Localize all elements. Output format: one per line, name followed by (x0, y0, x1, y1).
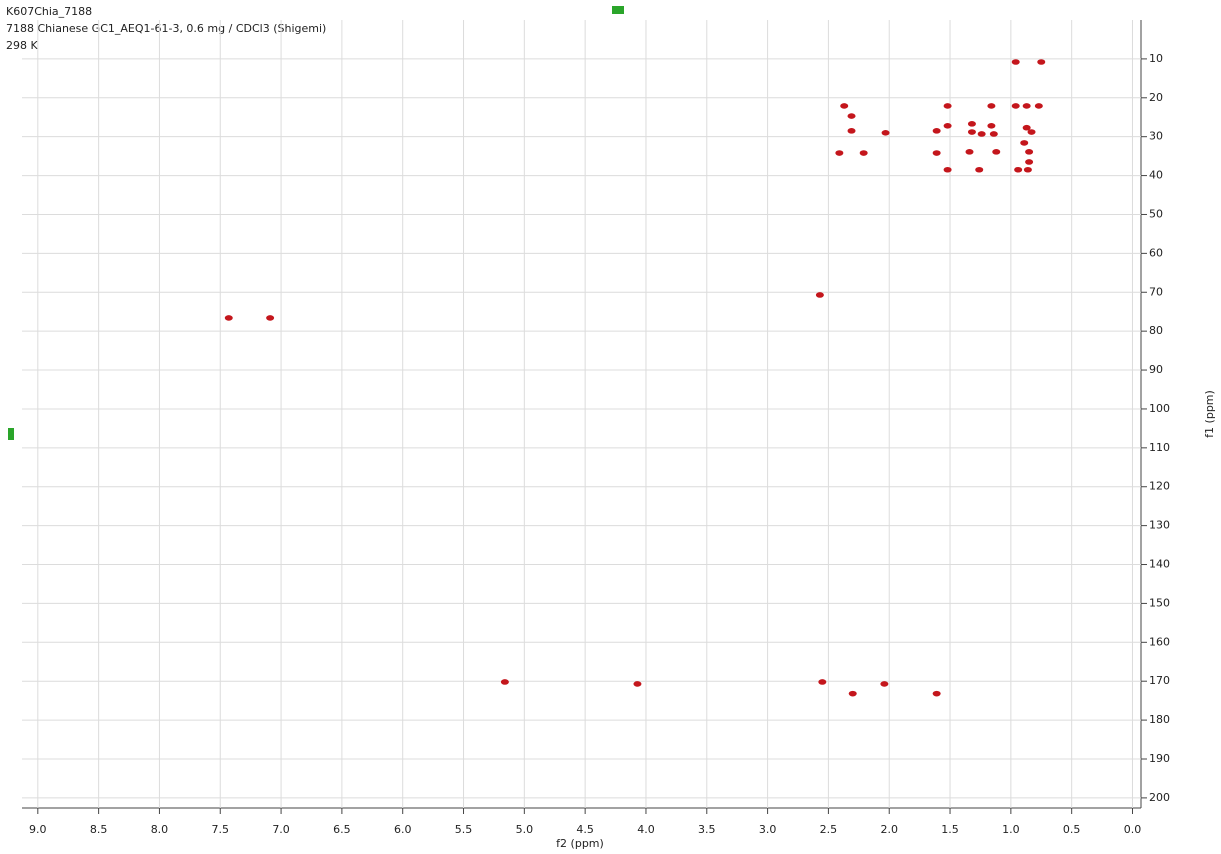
handle-top[interactable] (612, 6, 624, 14)
peak (500, 679, 509, 685)
peak (987, 122, 996, 129)
peak (1020, 140, 1029, 146)
peak (1025, 149, 1034, 155)
y-tick-label: 70 (1149, 285, 1163, 298)
peak (975, 166, 984, 173)
y-tick-label: 170 (1149, 674, 1170, 687)
y-axis-label: f1 (ppm) (1203, 390, 1216, 438)
peak (992, 149, 1001, 155)
peak (943, 166, 952, 173)
handle-left[interactable] (8, 428, 14, 440)
y-tick-label: 200 (1149, 791, 1170, 804)
y-tick-label: 130 (1149, 519, 1170, 532)
peak (266, 315, 275, 321)
x-tick-label: 5.5 (455, 823, 473, 836)
peak (1011, 59, 1020, 65)
peak (848, 690, 857, 697)
y-tick-label: 140 (1149, 558, 1170, 571)
x-tick-label: 0.0 (1124, 823, 1142, 836)
peak (932, 128, 941, 134)
x-tick-label: 9.0 (29, 823, 47, 836)
x-tick-label: 4.5 (576, 823, 594, 836)
peak (633, 681, 642, 687)
x-tick-label: 6.5 (333, 823, 351, 836)
peak (881, 129, 890, 136)
y-tick-label: 30 (1149, 130, 1163, 143)
peak (224, 315, 233, 321)
title-line: 298 K (6, 39, 38, 52)
y-tick-label: 10 (1149, 52, 1163, 65)
title-line: K607Chia_7188 (6, 5, 92, 18)
peak (840, 103, 849, 109)
y-tick-label: 150 (1149, 596, 1170, 609)
peak (1022, 103, 1031, 109)
x-tick-label: 5.0 (516, 823, 534, 836)
x-tick-label: 2.0 (880, 823, 898, 836)
y-tick-label: 90 (1149, 363, 1163, 376)
peak (965, 149, 974, 155)
y-tick-label: 180 (1149, 713, 1170, 726)
peak (835, 150, 844, 156)
peak (943, 103, 952, 109)
y-tick-label: 120 (1149, 480, 1170, 493)
peak (1037, 59, 1046, 65)
peak (847, 113, 856, 119)
peak (880, 681, 889, 687)
peak (967, 121, 976, 127)
peak (943, 122, 952, 129)
y-tick-label: 80 (1149, 324, 1163, 337)
peak (989, 131, 998, 137)
x-tick-label: 3.0 (759, 823, 777, 836)
y-tick-label: 50 (1149, 207, 1163, 220)
peak (1022, 124, 1031, 131)
peak (815, 292, 824, 298)
title-line: 7188 Chianese GC1_AEQ1-61-3, 0.6 mg / CD… (6, 22, 326, 35)
peak (1011, 103, 1020, 109)
peak (977, 131, 986, 137)
x-tick-label: 2.5 (820, 823, 838, 836)
peak (932, 690, 941, 697)
peak (987, 103, 996, 109)
peak (1027, 129, 1036, 135)
y-tick-label: 110 (1149, 441, 1170, 454)
y-tick-label: 20 (1149, 91, 1163, 104)
y-tick-label: 160 (1149, 635, 1170, 648)
x-tick-label: 3.5 (698, 823, 716, 836)
peak (859, 150, 868, 156)
x-axis-label: f2 (ppm) (556, 837, 604, 850)
y-tick-label: 60 (1149, 246, 1163, 259)
x-tick-label: 1.0 (1002, 823, 1020, 836)
x-tick-label: 6.0 (394, 823, 412, 836)
peak (1034, 103, 1043, 109)
peak (818, 679, 827, 685)
peak (847, 128, 856, 134)
y-tick-label: 40 (1149, 169, 1163, 182)
peak (1014, 166, 1023, 173)
peak (932, 150, 941, 156)
x-tick-label: 8.5 (90, 823, 108, 836)
y-tick-label: 190 (1149, 752, 1170, 765)
x-tick-label: 0.5 (1063, 823, 1081, 836)
peak (967, 129, 976, 135)
x-tick-label: 7.5 (212, 823, 230, 836)
x-tick-label: 1.5 (941, 823, 959, 836)
x-tick-label: 7.0 (272, 823, 290, 836)
y-tick-label: 100 (1149, 402, 1170, 415)
x-tick-label: 8.0 (151, 823, 169, 836)
peak (1025, 159, 1034, 165)
peak (1023, 166, 1032, 173)
x-tick-label: 4.0 (637, 823, 655, 836)
